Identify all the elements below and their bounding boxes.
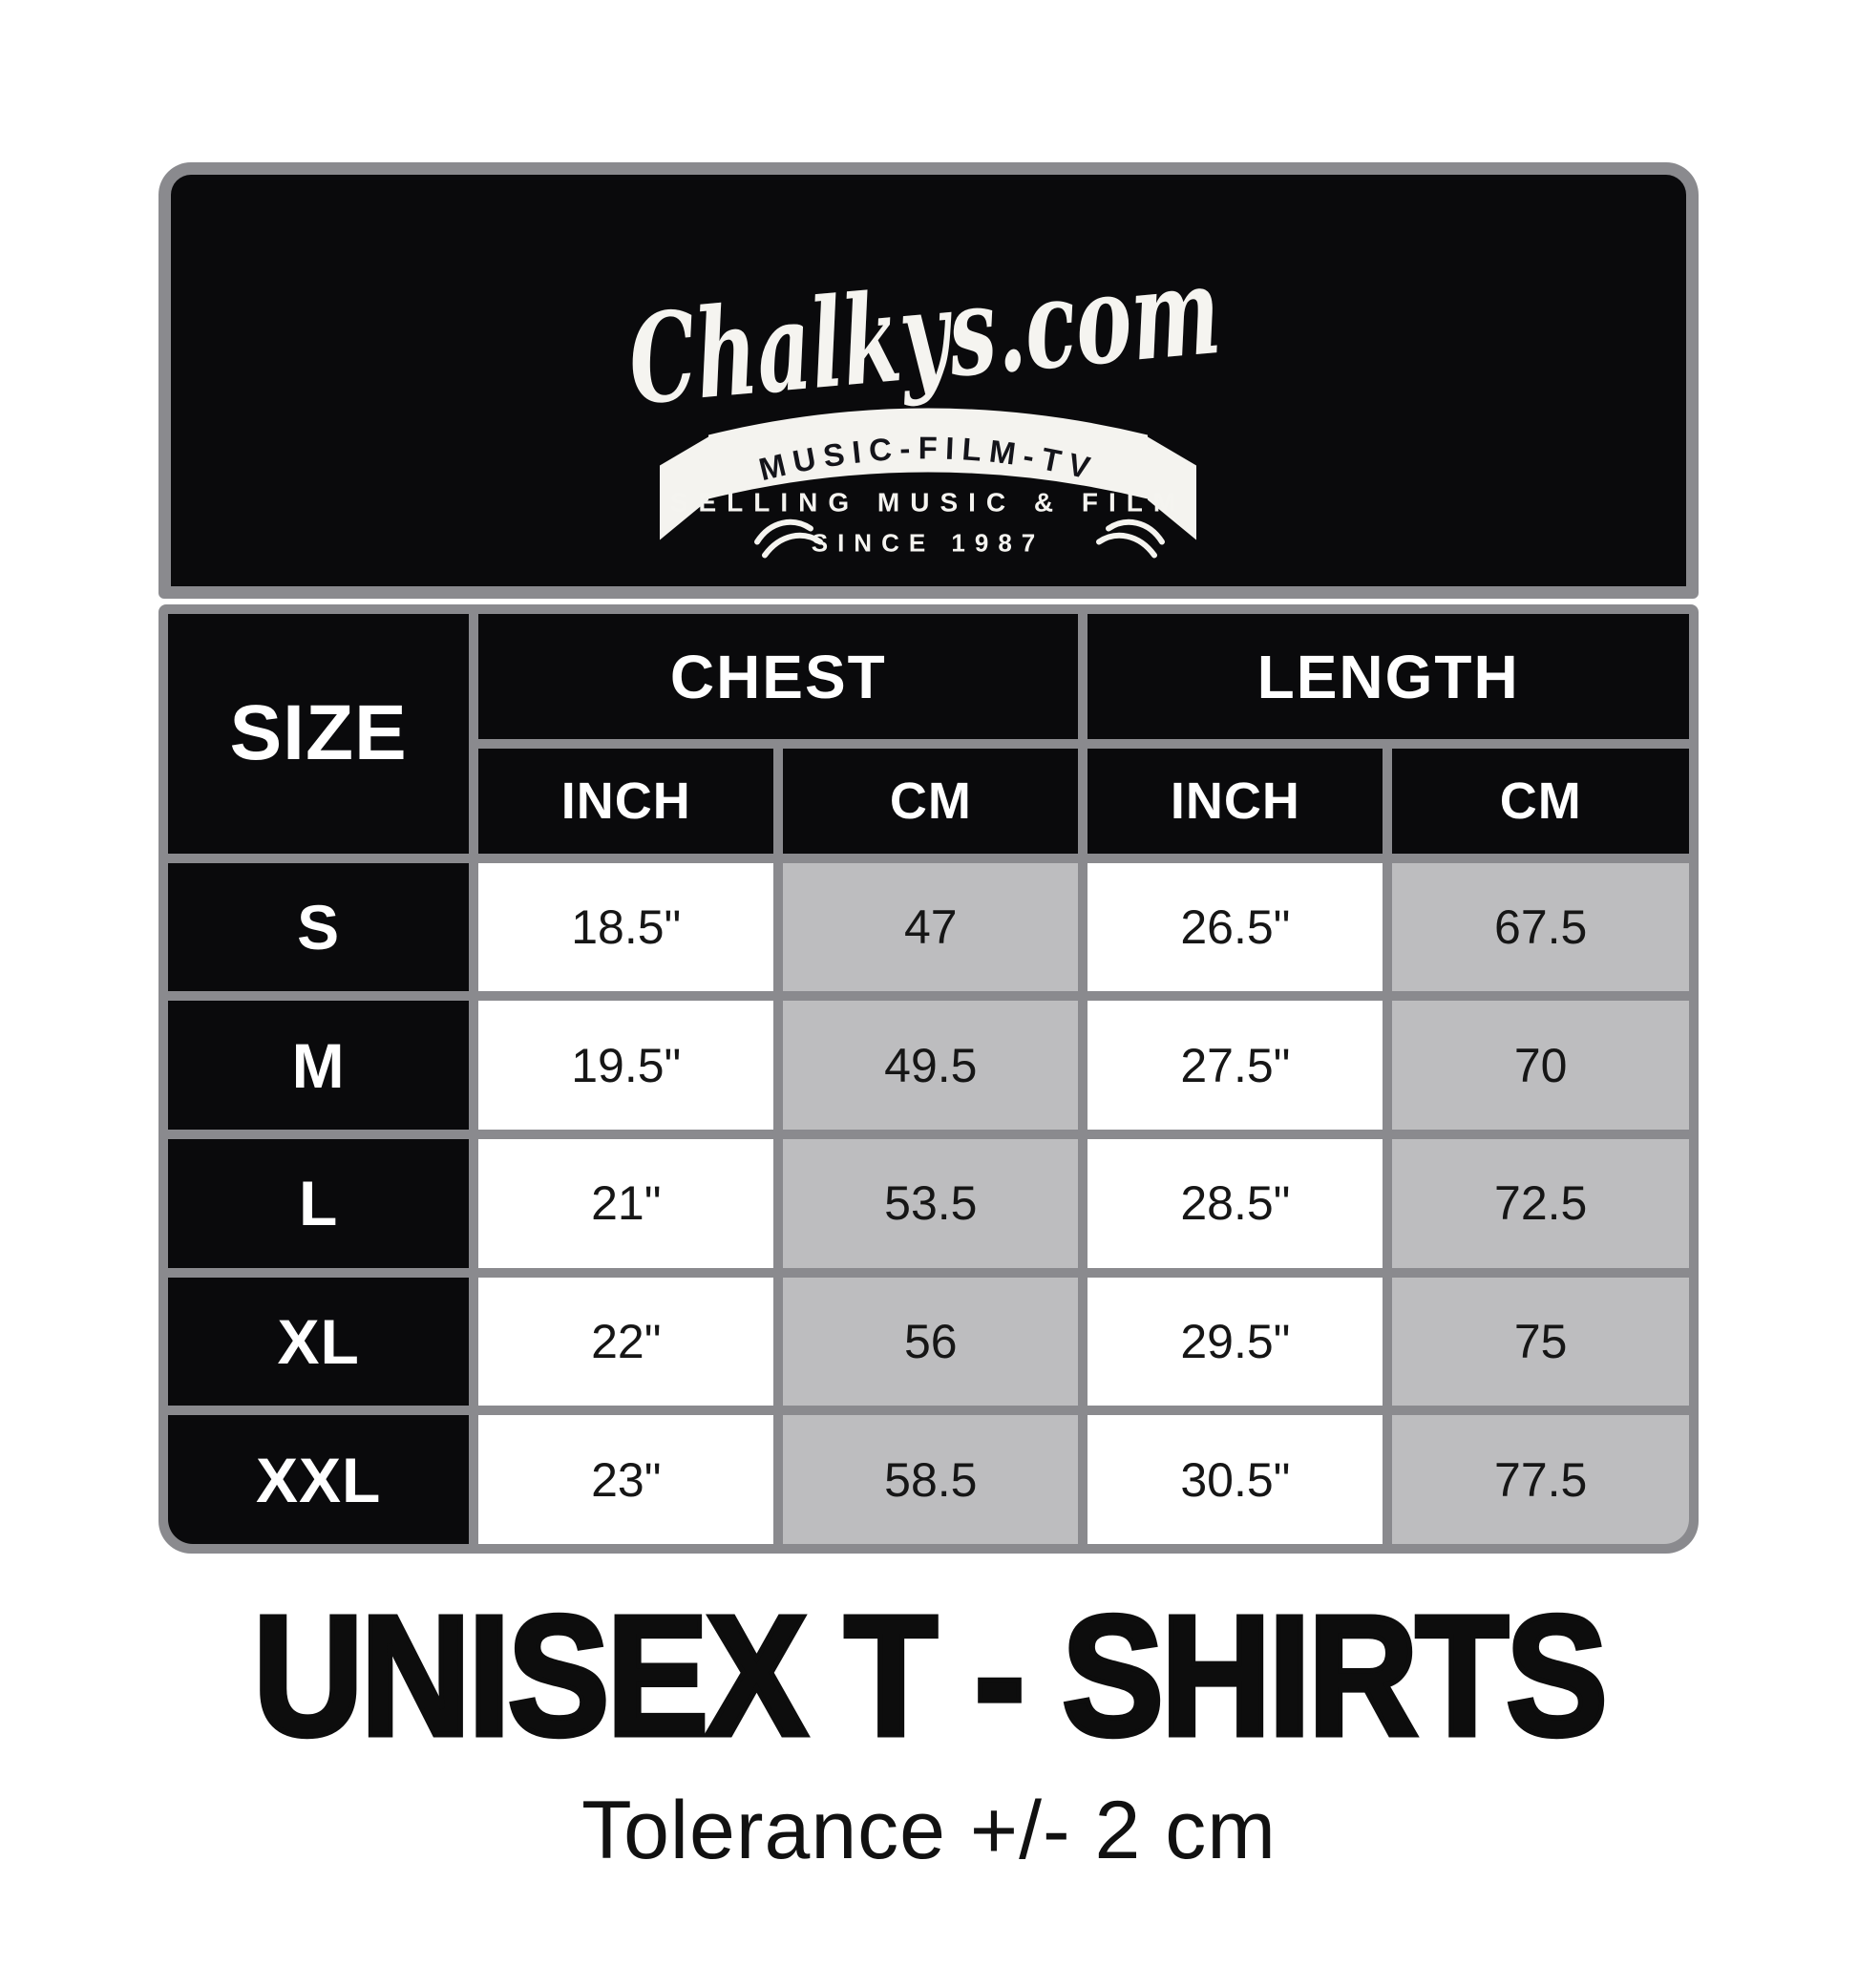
tolerance-note: Tolerance +/- 2 cm — [581, 1785, 1277, 1876]
ribbon-left-fold — [660, 436, 708, 540]
length-cm-value: 67.5 — [1392, 862, 1689, 992]
table-row: XXL 23" 58.5 30.5" 77.5 — [168, 1415, 1689, 1544]
size-row-label: L — [168, 1139, 470, 1268]
size-table: SIZE CHEST LENGTH INCH CM INCH CM S 18.5… — [158, 604, 1699, 1554]
table-row: S 18.5" 47 26.5" 67.5 — [168, 862, 1689, 992]
ribbon-band — [708, 408, 1148, 499]
length-inch-value: 28.5" — [1087, 1139, 1383, 1268]
right-flourish-icon — [1096, 518, 1165, 559]
chest-cm-value: 58.5 — [783, 1415, 1079, 1544]
page-title: UNISEX T - SHIRTS — [251, 1576, 1611, 1773]
brand-script-text: Chalkys.com — [623, 239, 1226, 433]
chest-inch-value: 22" — [478, 1277, 774, 1406]
length-cm-value: 77.5 — [1392, 1415, 1689, 1544]
length-group-header: LENGTH — [1087, 614, 1689, 740]
table-row: L 21" 53.5 28.5" 72.5 — [168, 1139, 1689, 1268]
chest-inch-value: 21" — [478, 1139, 774, 1268]
since-text: SINCE 1987 — [812, 529, 1045, 558]
length-inch-value: 27.5" — [1087, 1001, 1383, 1131]
left-flourish-icon — [754, 518, 823, 559]
tagline-text: SELLING MUSIC & FILM — [670, 488, 1186, 518]
chest-cm-value: 56 — [783, 1277, 1079, 1406]
size-row-label: XL — [168, 1277, 470, 1406]
length-cm-value: 70 — [1392, 1001, 1689, 1131]
size-row-label: M — [168, 1001, 470, 1131]
chest-cm-value: 49.5 — [783, 1001, 1079, 1131]
chest-inch-value: 18.5" — [478, 862, 774, 992]
brand-header-card: Chalkys.com MUSIC-FILM-TV SELLING MUSIC … — [158, 162, 1699, 599]
length-cm-value: 75 — [1392, 1277, 1689, 1406]
chest-inch-header: INCH — [478, 749, 774, 854]
table-row: XL 22" 56 29.5" 75 — [168, 1277, 1689, 1406]
chest-inch-value: 23" — [478, 1415, 774, 1544]
length-cm-value: 72.5 — [1392, 1139, 1689, 1268]
chest-cm-value: 47 — [783, 862, 1079, 992]
chest-inch-value: 19.5" — [478, 1001, 774, 1131]
chest-cm-value: 53.5 — [783, 1139, 1079, 1268]
banner-ribbon: MUSIC-FILM-TV — [660, 408, 1196, 540]
table-header-row-units: INCH CM INCH CM — [168, 749, 1689, 854]
length-inch-value: 30.5" — [1087, 1415, 1383, 1544]
length-cm-header: CM — [1392, 749, 1689, 854]
length-inch-header: INCH — [1087, 749, 1383, 854]
table-row: M 19.5" 49.5 27.5" 70 — [168, 1001, 1689, 1131]
brand-logo: Chalkys.com MUSIC-FILM-TV SELLING MUSIC … — [623, 239, 1226, 559]
chest-group-header: CHEST — [478, 614, 1079, 740]
ribbon-right-fold — [1148, 436, 1196, 540]
size-row-label: XXL — [168, 1415, 470, 1544]
table-header-row-groups: SIZE CHEST LENGTH — [168, 614, 1689, 854]
size-column-header: SIZE — [168, 614, 470, 854]
length-inch-value: 26.5" — [1087, 862, 1383, 992]
chest-cm-header: CM — [783, 749, 1079, 854]
size-row-label: S — [168, 862, 470, 992]
length-inch-value: 29.5" — [1087, 1277, 1383, 1406]
